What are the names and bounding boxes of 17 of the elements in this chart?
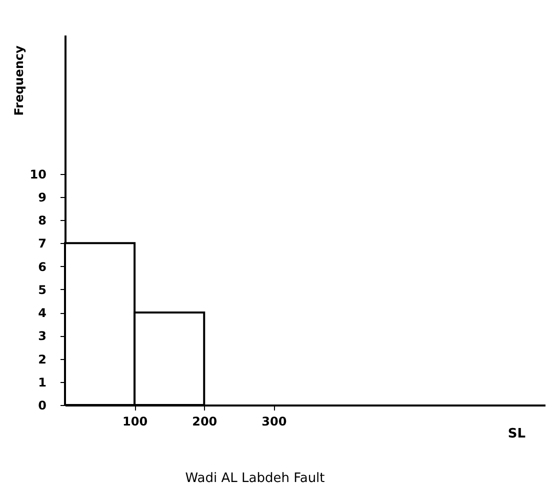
y-tick-label: 6 xyxy=(38,260,46,274)
y-tick-label: 2 xyxy=(38,352,46,366)
x-tick-label: 200 xyxy=(192,414,218,428)
y-tick-label: 7 xyxy=(38,236,46,251)
y-axis-title: Frequency xyxy=(12,45,26,116)
y-tick-label: 5 xyxy=(38,282,46,297)
text: Wadi AL Labdeh Fault xyxy=(185,471,325,486)
y-tick-label: 9 xyxy=(38,190,46,204)
y-tick-label: 0 xyxy=(38,398,46,412)
y-tick-label: 1 xyxy=(38,375,46,390)
x-tick-label: 100 xyxy=(122,414,148,428)
y-tick-label: 4 xyxy=(38,306,46,320)
y-tick-label: 10 xyxy=(30,167,46,182)
y-tick-label: 8 xyxy=(38,214,46,228)
y-tick-label: 3 xyxy=(38,329,46,344)
x-tick-label: 300 xyxy=(262,414,287,428)
x-axis-title: SL xyxy=(508,426,526,442)
